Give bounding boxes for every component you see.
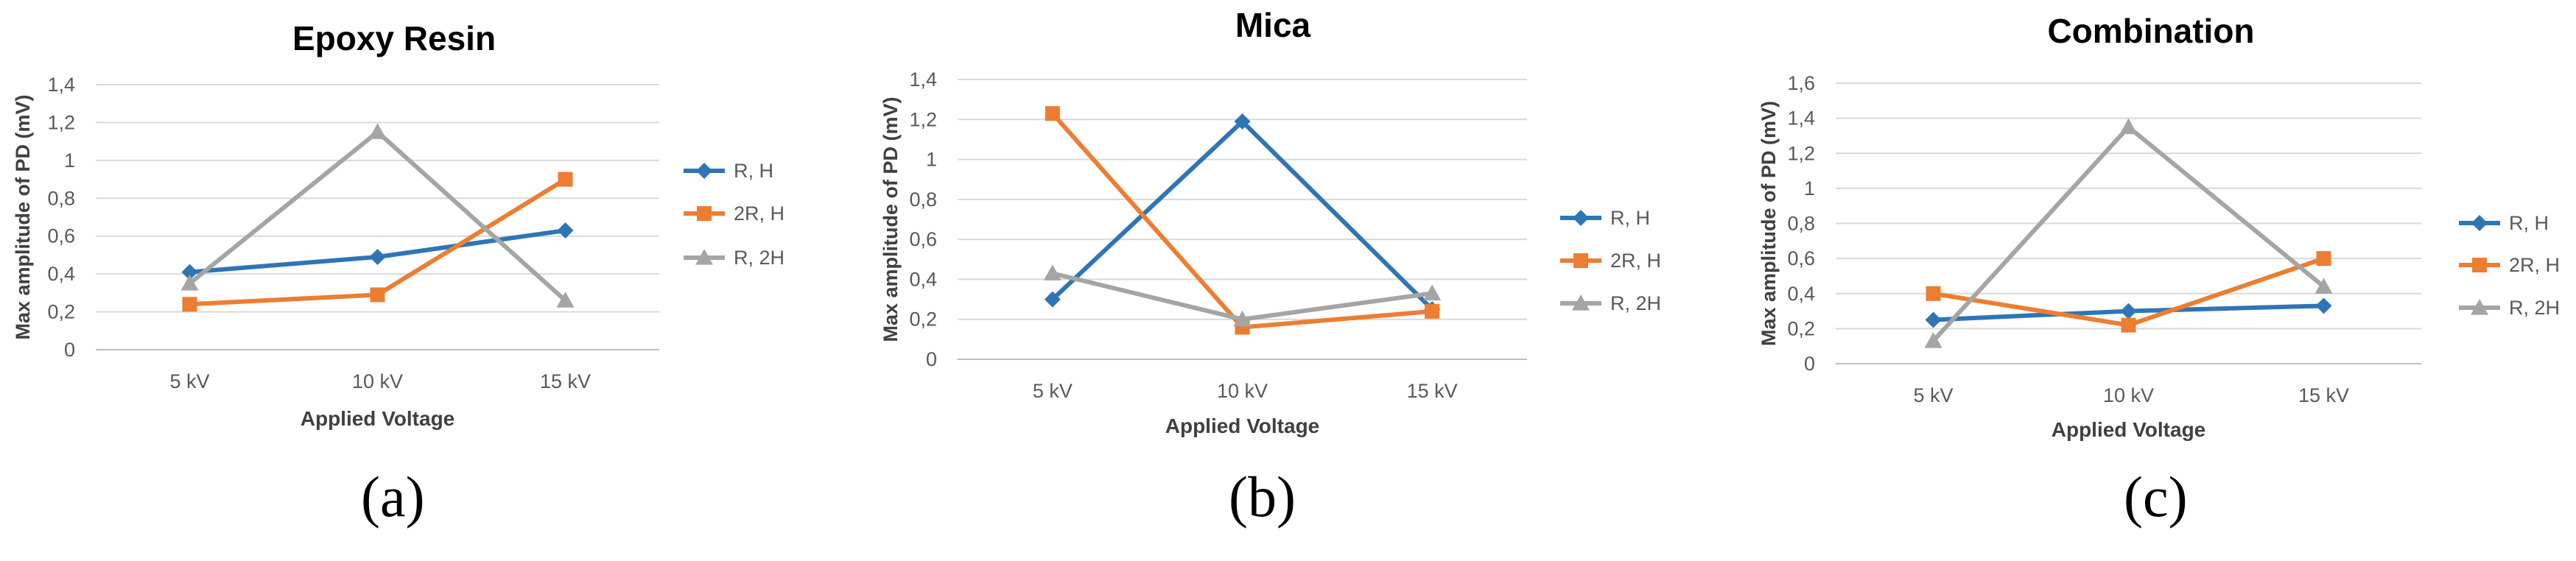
- data-point: [2315, 297, 2332, 314]
- data-point: [2314, 278, 2333, 294]
- data-point: [1233, 310, 1252, 327]
- data-point: [1925, 311, 1942, 328]
- y-tick-label: 0,6: [909, 228, 937, 250]
- legend-label: 2R, H: [734, 202, 785, 225]
- data-point: [2121, 317, 2136, 333]
- data-point: [1924, 332, 1942, 348]
- x-tick-label: 15 kV: [2298, 384, 2349, 406]
- y-tick-label: 1: [64, 149, 75, 172]
- data-point: [1423, 284, 1442, 301]
- data-point: [182, 297, 197, 312]
- legend-label: 2R, H: [1610, 250, 1661, 272]
- x-tick-label: 5 kV: [1033, 380, 1073, 402]
- chart-title: Mica: [1235, 6, 1311, 44]
- x-axis-title: Applied Voltage: [1165, 414, 1320, 437]
- legend-marker: [1573, 253, 1588, 268]
- legend-marker: [696, 163, 712, 179]
- y-tick-label: 0,4: [909, 268, 937, 290]
- panel-label-c: (c): [2124, 465, 2188, 529]
- x-axis-title: Applied Voltage: [301, 407, 455, 430]
- x-tick-label: 15 kV: [1407, 380, 1458, 402]
- legend-marker: [697, 206, 712, 221]
- y-axis-title: Max amplitude of PD (mV): [12, 94, 34, 339]
- data-point: [181, 264, 198, 280]
- x-axis-title: Applied Voltage: [2052, 418, 2206, 441]
- data-point: [1926, 286, 1941, 301]
- y-tick-label: 0: [926, 348, 937, 370]
- series-line-1: [1050, 112, 1433, 330]
- data-point: [1045, 106, 1060, 121]
- y-tick-label: 0,8: [909, 188, 937, 211]
- y-tick-label: 0,4: [47, 263, 75, 285]
- y-tick-label: 0,8: [47, 187, 75, 209]
- chart-title: Epoxy Resin: [292, 19, 496, 57]
- y-tick-label: 1,2: [47, 111, 75, 133]
- series-line-0: [1050, 119, 1434, 311]
- data-point: [368, 123, 387, 139]
- data-point: [1234, 113, 1251, 130]
- x-tick-label: 5 kV: [169, 370, 209, 392]
- x-tick-label: 15 kV: [540, 370, 591, 392]
- legend-label: R, H: [1610, 207, 1650, 229]
- y-tick-label: 1,2: [909, 108, 937, 130]
- chart-title: Combination: [2047, 12, 2254, 50]
- chart-0: Epoxy Resin 0 0,2 0,4 0,6 0,8 1 1,2 1,4 5 kV 10 kV…: [12, 19, 785, 430]
- y-axis-title: Max amplitude of PD (mV): [880, 96, 902, 342]
- y-axis-title: Max amplitude of PD (mV): [1758, 101, 1780, 346]
- data-point: [2316, 251, 2331, 267]
- y-tick-label: 1,4: [1787, 107, 1815, 130]
- data-point: [180, 275, 199, 291]
- data-point: [1043, 264, 1061, 280]
- legend-label: R, 2H: [1610, 292, 1661, 314]
- y-tick-label: 0,2: [1787, 317, 1815, 339]
- chart-2: Combination 0 0,2 0,4 0,6 0,8 1 1,2 1,4 1,6 5 kV 10…: [1758, 12, 2560, 441]
- legend-marker: [1573, 210, 1589, 226]
- y-tick-label: 0,6: [1787, 247, 1815, 269]
- panel-label-a: (a): [361, 465, 425, 529]
- x-tick-label: 10 kV: [1217, 380, 1268, 402]
- y-tick-label: 0: [1804, 353, 1815, 375]
- y-tick-label: 1: [1804, 177, 1815, 200]
- data-point: [558, 172, 573, 187]
- data-point: [370, 287, 385, 303]
- chart-1: Mica 0 0,2 0,4 0,6 0,8 1 1,2 1,4 5 kV 10 kV 15 kV Ap…: [880, 6, 1661, 437]
- panel-label-b: (b): [1229, 465, 1296, 529]
- legend-label: R, 2H: [734, 247, 785, 269]
- legend-marker: [2471, 215, 2488, 231]
- data-point: [369, 249, 386, 265]
- legend-marker: [2472, 258, 2487, 272]
- y-tick-label: 0,2: [909, 308, 937, 331]
- x-tick-label: 10 kV: [352, 370, 403, 392]
- data-point: [2119, 118, 2138, 135]
- legend-label: 2R, H: [2509, 254, 2560, 276]
- data-point: [1425, 303, 1440, 319]
- y-tick-label: 1,2: [1787, 142, 1815, 164]
- data-point: [557, 222, 574, 239]
- legend-label: R, 2H: [2509, 297, 2560, 319]
- data-point: [1044, 291, 1061, 308]
- y-tick-label: 0,4: [1787, 283, 1815, 305]
- legend-label: R, H: [2509, 212, 2549, 234]
- x-tick-label: 5 kV: [1913, 384, 1953, 406]
- x-tick-label: 10 kV: [2103, 384, 2154, 406]
- legend-marker: [2471, 299, 2488, 315]
- data-point: [2120, 303, 2137, 320]
- y-tick-label: 1,4: [909, 68, 937, 91]
- y-tick-label: 1,6: [1787, 72, 1815, 94]
- y-tick-label: 1: [926, 149, 937, 171]
- legend-marker: [1572, 294, 1590, 311]
- y-tick-label: 0: [64, 339, 75, 361]
- data-point: [556, 292, 575, 308]
- legend-marker: [695, 249, 713, 265]
- y-tick-label: 0,2: [47, 301, 75, 323]
- y-tick-label: 0,8: [1787, 213, 1815, 235]
- y-tick-label: 0,6: [47, 225, 75, 247]
- y-tick-label: 1,4: [47, 74, 75, 96]
- legend-label: R, H: [734, 160, 773, 182]
